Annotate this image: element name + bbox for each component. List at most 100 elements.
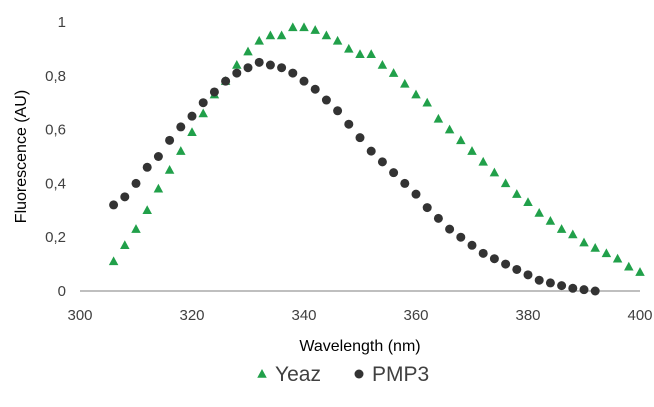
data-point [624, 261, 634, 271]
data-point [445, 224, 455, 234]
data-point [456, 232, 466, 242]
data-point [523, 197, 533, 206]
data-point [321, 30, 332, 40]
x-tick-labels: 300 320 340 360 380 400 [67, 307, 652, 324]
data-point [534, 207, 544, 217]
y-tick-label: 0 [58, 283, 66, 300]
data-point [355, 133, 365, 143]
x-tick-label: 380 [515, 307, 540, 324]
data-point [344, 43, 354, 53]
data-point [601, 248, 612, 258]
y-axis-title: Fluorescence (AU) [13, 90, 30, 223]
series-yeaz [108, 22, 645, 276]
x-tick-label: 300 [67, 307, 92, 324]
data-point [377, 60, 388, 69]
data-point [344, 119, 354, 129]
data-point [299, 76, 309, 86]
data-point [489, 254, 499, 264]
data-point [165, 135, 175, 145]
data-point [590, 242, 600, 252]
data-point [176, 146, 186, 155]
data-point [198, 108, 208, 118]
data-point [545, 278, 555, 288]
data-point [557, 281, 567, 291]
data-point [187, 127, 197, 137]
data-point [635, 267, 645, 276]
x-tick-label: 340 [291, 307, 316, 324]
data-point [478, 248, 488, 258]
data-point [366, 49, 376, 59]
data-point [377, 157, 387, 167]
data-point [198, 98, 208, 108]
data-point [153, 152, 163, 161]
data-point [489, 167, 500, 177]
legend-marker-pmp3 [354, 369, 364, 379]
data-point [176, 122, 186, 132]
data-point [142, 205, 152, 215]
x-tick-label: 320 [179, 307, 204, 324]
data-point [433, 113, 444, 123]
data-point [131, 224, 141, 233]
data-point [288, 68, 298, 78]
data-point [388, 68, 399, 77]
data-point [467, 240, 477, 250]
data-point [187, 111, 197, 121]
data-point [221, 76, 231, 86]
data-point [579, 285, 589, 295]
data-point [232, 68, 242, 78]
data-point [444, 124, 455, 134]
data-point [467, 146, 477, 155]
data-point [433, 213, 443, 223]
data-point [389, 168, 399, 178]
data-point [512, 189, 522, 198]
data-point [411, 89, 421, 99]
data-point [321, 95, 331, 105]
legend-label-yeaz: Yeaz [275, 363, 321, 386]
y-tick-label: 0,6 [45, 122, 66, 139]
data-point [243, 63, 253, 73]
y-tick-label: 0,8 [45, 68, 66, 85]
data-point [568, 283, 578, 293]
data-point [232, 60, 242, 69]
data-point [109, 200, 119, 210]
data-point [299, 22, 309, 32]
data-point [534, 275, 544, 285]
data-point [254, 57, 264, 67]
data-point [400, 78, 410, 88]
data-point [142, 162, 152, 172]
data-point [523, 270, 533, 280]
data-point [209, 87, 219, 97]
data-point [276, 30, 287, 40]
data-point [120, 192, 130, 202]
y-tick-labels: 0 0,2 0,4 0,6 0,8 1 [45, 14, 66, 300]
data-point [254, 35, 264, 45]
data-point [512, 264, 522, 274]
x-axis-title: Wavelength (nm) [299, 338, 420, 355]
data-point [612, 253, 623, 263]
legend: Yeaz PMP3 [257, 363, 429, 386]
series-pmp3 [109, 57, 600, 296]
data-point [366, 146, 376, 156]
data-point [333, 106, 343, 116]
data-point [355, 49, 365, 59]
data-point [265, 30, 276, 40]
data-point [108, 256, 119, 266]
data-point [120, 240, 130, 250]
data-point [277, 63, 287, 73]
data-point [164, 164, 175, 174]
data-point [310, 84, 320, 94]
data-point [131, 178, 141, 188]
data-point [411, 189, 421, 199]
data-point [556, 224, 567, 233]
data-point [400, 178, 410, 188]
data-point [153, 183, 164, 193]
data-point [500, 178, 511, 188]
data-point [590, 286, 600, 296]
data-point [310, 25, 320, 34]
data-point [545, 216, 556, 225]
x-tick-label: 400 [627, 307, 652, 324]
data-point [456, 135, 466, 145]
data-point [288, 22, 298, 32]
